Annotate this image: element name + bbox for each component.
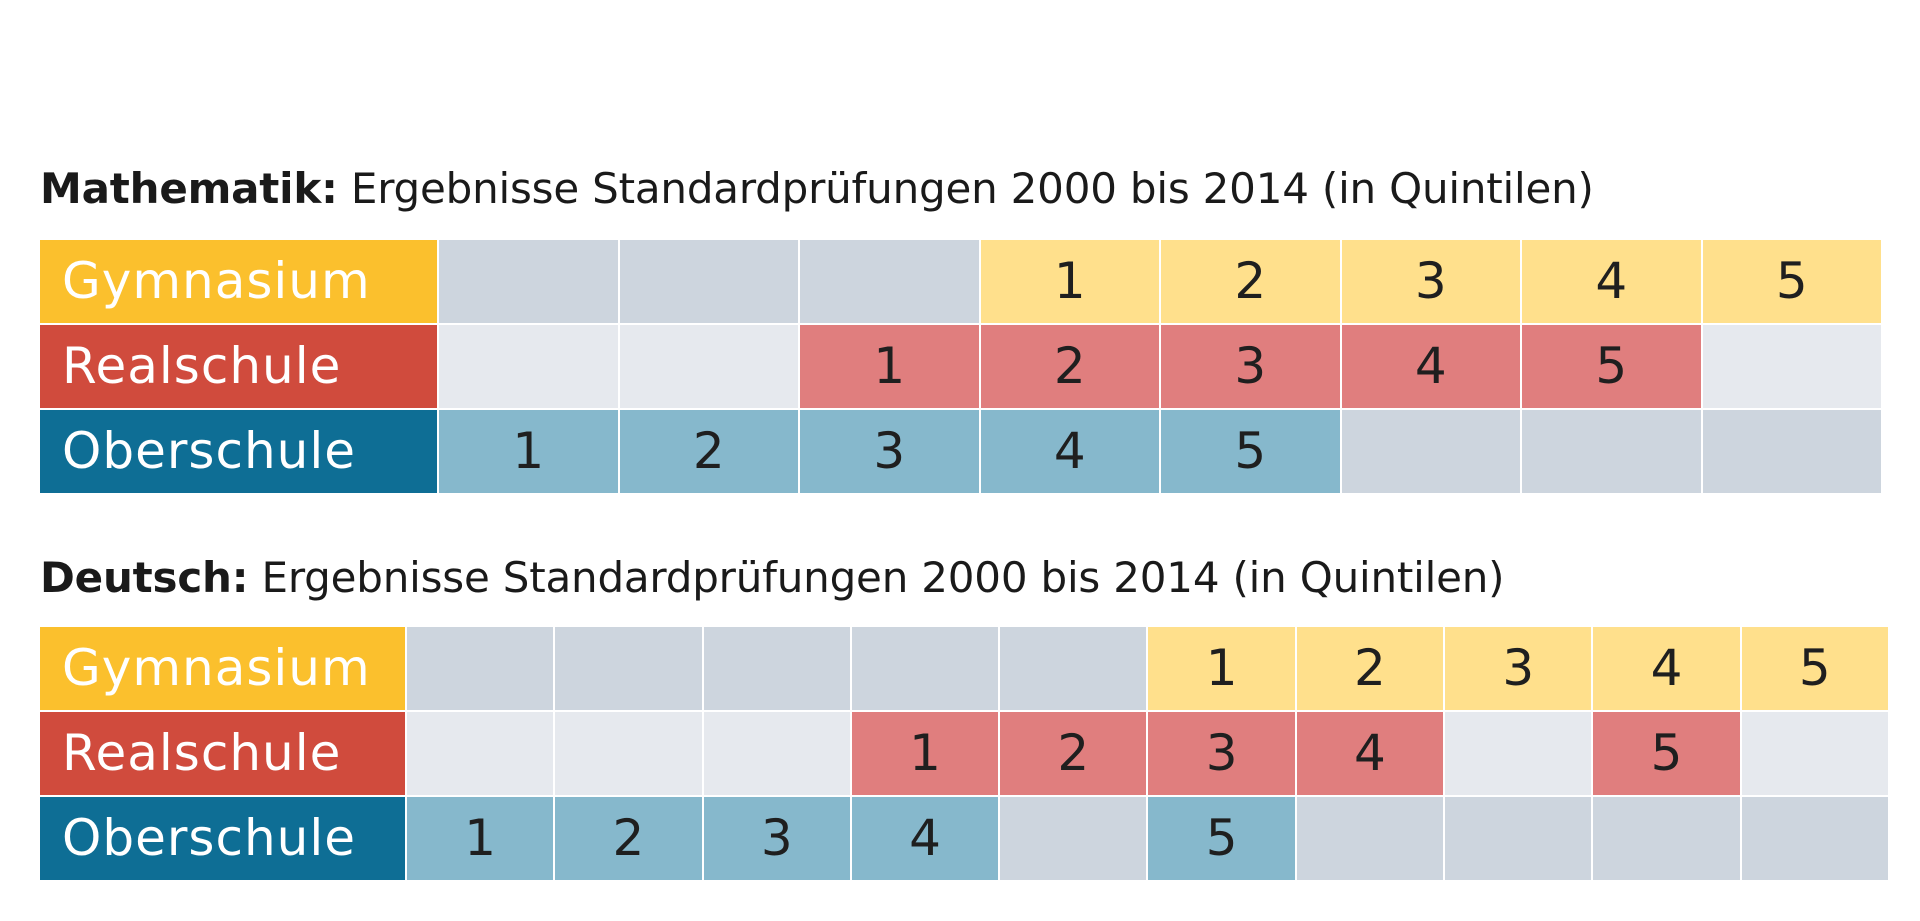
empty-cell (1296, 797, 1444, 880)
realschule-quintile-cell: 4 (1296, 712, 1444, 795)
gymnasium-quintile-cell: 3 (1445, 627, 1592, 710)
realschule-quintile-cell: 5 (1593, 712, 1740, 795)
realschule-row: Realschule 1 2 3 4 5 (40, 325, 1882, 408)
gymnasium-quintile-cell: 2 (1296, 627, 1444, 710)
empty-cell (1000, 627, 1147, 710)
empty-cell (619, 240, 798, 323)
empty-cell (703, 712, 850, 795)
gymnasium-quintile-cell: 4 (1522, 240, 1701, 323)
deutsch-grid: Gymnasium 1 2 3 4 5 Realschule 1 2 3 4 5 Oberschule 1… (40, 627, 1888, 880)
empty-cell (407, 627, 554, 710)
gymnasium-quintile-cell: 3 (1341, 240, 1520, 323)
realschule-quintile-cell: 3 (1148, 712, 1295, 795)
empty-cell (1702, 410, 1881, 493)
empty-cell (555, 627, 702, 710)
gymnasium-label: Gymnasium (40, 240, 437, 323)
math-title: Mathematik: Ergebnisse Standardprüfungen… (40, 163, 1882, 215)
oberschule-row: Oberschule 1 2 3 4 5 (40, 410, 1882, 493)
empty-cell (703, 627, 850, 710)
empty-cell (407, 712, 554, 795)
empty-cell (1702, 325, 1881, 408)
oberschule-quintile-cell: 2 (619, 410, 798, 493)
empty-cell (851, 627, 999, 710)
gymnasium-row: Gymnasium 1 2 3 4 5 (40, 627, 1888, 710)
empty-cell (439, 325, 618, 408)
oberschule-label: Oberschule (40, 797, 405, 880)
realschule-quintile-cell: 2 (980, 325, 1159, 408)
empty-cell (800, 240, 979, 323)
oberschule-label: Oberschule (40, 410, 437, 493)
math-title-text: Ergebnisse Standardprüfungen 2000 bis 20… (350, 164, 1594, 213)
realschule-quintile-cell: 4 (1341, 325, 1520, 408)
oberschule-quintile-cell: 4 (851, 797, 999, 880)
deutsch-section: Deutsch: Ergebnisse Standardprüfungen 20… (40, 552, 1888, 882)
gymnasium-label: Gymnasium (40, 627, 405, 710)
oberschule-quintile-cell: 4 (980, 410, 1159, 493)
empty-cell (1593, 797, 1740, 880)
gymnasium-quintile-cell: 4 (1593, 627, 1740, 710)
deutsch-title-bold: Deutsch: (40, 553, 249, 602)
realschule-quintile-cell: 2 (1000, 712, 1147, 795)
empty-cell (555, 712, 702, 795)
math-grid: Gymnasium 1 2 3 4 5 Realschule 1 2 3 4 5 Oberschule 1… (40, 240, 1882, 493)
gymnasium-row: Gymnasium 1 2 3 4 5 (40, 240, 1882, 323)
gymnasium-quintile-cell: 5 (1741, 627, 1888, 710)
realschule-quintile-cell: 5 (1522, 325, 1701, 408)
gymnasium-quintile-cell: 5 (1702, 240, 1881, 323)
math-section: Mathematik: Ergebnisse Standardprüfungen… (40, 163, 1882, 495)
gymnasium-quintile-cell: 1 (980, 240, 1159, 323)
realschule-label: Realschule (40, 712, 405, 795)
oberschule-quintile-cell: 1 (439, 410, 618, 493)
oberschule-quintile-cell: 3 (703, 797, 850, 880)
deutsch-title: Deutsch: Ergebnisse Standardprüfungen 20… (40, 552, 1886, 604)
empty-cell (1341, 410, 1520, 493)
realschule-quintile-cell: 1 (851, 712, 999, 795)
oberschule-quintile-cell: 1 (407, 797, 554, 880)
oberschule-row: Oberschule 1 2 3 4 5 (40, 797, 1888, 880)
deutsch-title-text: Ergebnisse Standardprüfungen 2000 bis 20… (261, 553, 1505, 602)
realschule-row: Realschule 1 2 3 4 5 (40, 712, 1888, 795)
empty-cell (1445, 797, 1592, 880)
math-title-bold: Mathematik: (40, 164, 338, 213)
oberschule-quintile-cell: 5 (1148, 797, 1295, 880)
empty-cell (619, 325, 798, 408)
empty-cell (439, 240, 618, 323)
empty-cell (1522, 410, 1701, 493)
realschule-quintile-cell: 3 (1161, 325, 1340, 408)
realschule-quintile-cell: 1 (800, 325, 979, 408)
empty-cell (1445, 712, 1592, 795)
oberschule-quintile-cell: 3 (800, 410, 979, 493)
oberschule-quintile-cell: 5 (1161, 410, 1340, 493)
empty-cell (1741, 712, 1888, 795)
realschule-label: Realschule (40, 325, 437, 408)
oberschule-quintile-cell: 2 (555, 797, 702, 880)
gymnasium-quintile-cell: 2 (1161, 240, 1340, 323)
gymnasium-quintile-cell: 1 (1148, 627, 1295, 710)
empty-cell (1000, 797, 1147, 880)
empty-cell (1741, 797, 1888, 880)
